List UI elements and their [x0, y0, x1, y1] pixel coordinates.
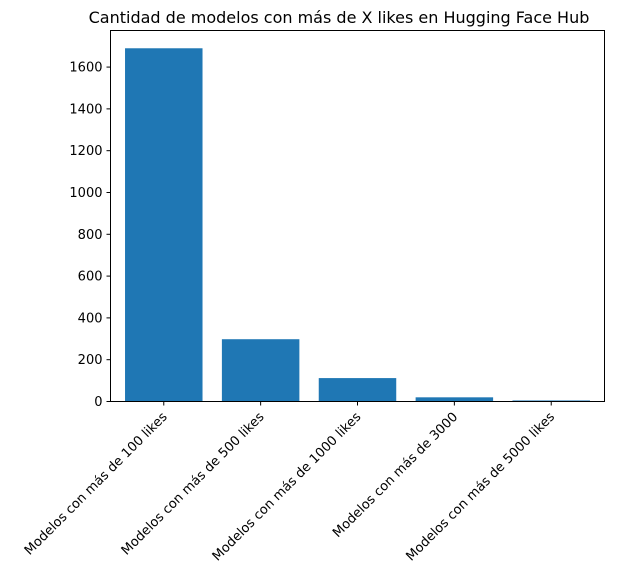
y-tick-label: 400 [78, 311, 103, 326]
bar-4 [416, 397, 493, 401]
y-tick-label: 200 [78, 353, 103, 368]
y-axis: 0 200 400 600 800 1000 1200 1400 1600 [69, 61, 110, 410]
y-tick-label: 1200 [69, 144, 102, 159]
bars-group [125, 48, 590, 401]
bar-1 [125, 48, 202, 401]
y-tick-label: 0 [94, 395, 102, 410]
y-tick-label: 600 [78, 270, 103, 285]
chart-title: Cantidad de modelos con más de X likes e… [89, 8, 590, 27]
y-tick-label: 800 [78, 228, 103, 243]
y-tick-label: 1600 [69, 61, 102, 76]
bar-2 [222, 339, 299, 401]
y-tick-label: 1400 [69, 102, 102, 117]
y-tick-label: 1000 [69, 186, 102, 201]
bar-3 [319, 378, 396, 401]
